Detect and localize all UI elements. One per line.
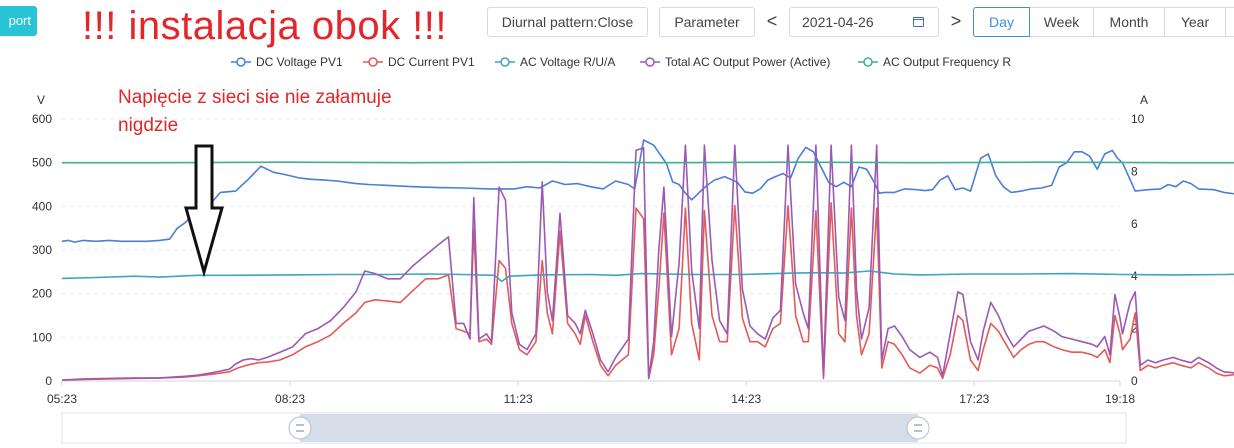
gridlines bbox=[62, 118, 1120, 382]
tab-week[interactable]: Week bbox=[1029, 7, 1094, 37]
x-tick-label: 05:23 bbox=[47, 392, 77, 406]
calendar-icon[interactable] bbox=[913, 17, 924, 27]
y-right-ticks: 10 8 6 4 2 0 bbox=[1131, 112, 1145, 388]
y-left-tick-label: 300 bbox=[32, 243, 52, 257]
parameter-button[interactable]: Parameter bbox=[659, 7, 755, 37]
x-tick-label: 11:23 bbox=[504, 392, 533, 406]
legend-label: AC Voltage R/U/A bbox=[520, 55, 615, 69]
y-left-tick-label: 500 bbox=[32, 156, 52, 170]
y-left-tick-label: 0 bbox=[45, 374, 52, 388]
series-lines bbox=[61, 139, 1234, 381]
legend-label: AC Output Frequency R bbox=[883, 55, 1011, 69]
series-line-4 bbox=[62, 161, 1234, 164]
legend-marker-icon bbox=[863, 57, 873, 67]
tab-day[interactable]: Day bbox=[973, 7, 1030, 37]
y-right-axis-label: A bbox=[1140, 93, 1148, 107]
chart-legend: DC Voltage PV1 DC Current PV1 AC Voltage R… bbox=[231, 55, 1011, 69]
annotation-arrow bbox=[184, 144, 224, 278]
legend-marker-icon bbox=[236, 57, 246, 67]
next-date-button[interactable]: > bbox=[950, 11, 962, 31]
range-end-handle[interactable] bbox=[906, 416, 930, 440]
y-right-tick-label: 0 bbox=[1131, 374, 1138, 388]
y-left-tick-label: 200 bbox=[32, 287, 52, 301]
y-right-tick-label: 6 bbox=[1131, 217, 1138, 231]
x-tick-label: 19:18 bbox=[1105, 392, 1135, 406]
annotation-title: !!! instalacja obok !!! bbox=[82, 4, 448, 48]
time-range-slider[interactable] bbox=[61, 412, 1127, 444]
y-left-axis-label: V bbox=[37, 93, 45, 107]
date-picker[interactable]: 2021-04-26 bbox=[789, 7, 939, 37]
range-start-handle[interactable] bbox=[288, 416, 312, 440]
tab-year[interactable]: Year bbox=[1164, 7, 1226, 37]
y-left-tick-label: 100 bbox=[32, 330, 52, 344]
y-right-tick-label: 2 bbox=[1131, 322, 1138, 336]
series-line-3 bbox=[61, 144, 1234, 381]
legend-label: DC Voltage PV1 bbox=[256, 55, 343, 69]
legend-marker-icon bbox=[368, 57, 378, 67]
y-left-tick-label: 400 bbox=[32, 199, 52, 213]
legend-item[interactable]: Total AC Output Power (Active) bbox=[640, 55, 830, 69]
export-button[interactable]: port bbox=[0, 6, 37, 36]
legend-item[interactable]: AC Voltage R/U/A bbox=[495, 55, 615, 69]
legend-label: DC Current PV1 bbox=[388, 55, 475, 69]
series-line-1 bbox=[61, 202, 1234, 381]
y-right-tick-label: 10 bbox=[1131, 112, 1145, 126]
tab-more[interactable] bbox=[1225, 7, 1234, 37]
y-right-tick-label: 8 bbox=[1131, 164, 1138, 178]
range-window[interactable] bbox=[300, 414, 918, 442]
legend-marker-icon bbox=[645, 57, 655, 67]
legend-item[interactable]: DC Current PV1 bbox=[363, 55, 475, 69]
date-value: 2021-04-26 bbox=[802, 14, 874, 30]
legend-label: Total AC Output Power (Active) bbox=[665, 55, 830, 69]
legend-item[interactable]: DC Voltage PV1 bbox=[231, 55, 343, 69]
y-right-tick-label: 4 bbox=[1131, 269, 1138, 283]
legend-marker-icon bbox=[500, 57, 510, 67]
x-axis-ticks: 05:23 08:23 11:23 14:23 17:23 19:18 bbox=[47, 381, 1135, 406]
legend-item[interactable]: AC Output Frequency R bbox=[858, 55, 1011, 69]
annotation-note: Napięcie z sieci sie nie załamuje nigdzi… bbox=[118, 87, 392, 136]
y-left-ticks: 600 500 400 300 200 100 0 bbox=[32, 112, 52, 388]
diurnal-pattern-button[interactable]: Diurnal pattern:Close bbox=[487, 7, 648, 37]
y-left-tick-label: 600 bbox=[32, 112, 52, 126]
prev-date-button[interactable]: < bbox=[766, 11, 778, 31]
x-tick-label: 14:23 bbox=[731, 392, 761, 406]
series-line-0 bbox=[61, 139, 1234, 243]
tab-month[interactable]: Month bbox=[1093, 7, 1165, 37]
series-line-2 bbox=[61, 270, 1234, 283]
x-tick-label: 17:23 bbox=[959, 392, 989, 406]
x-tick-label: 08:23 bbox=[275, 392, 305, 406]
